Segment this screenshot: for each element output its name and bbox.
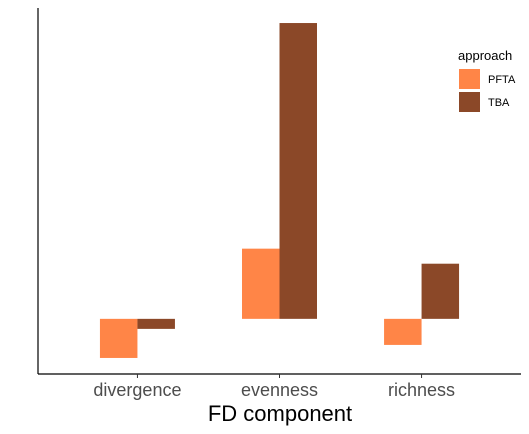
bar-tba-divergence [137, 318, 175, 329]
legend-swatch-pfta [459, 69, 480, 89]
legend-swatch-tba [459, 92, 480, 112]
legend-label-pfta: PFTA [488, 74, 516, 86]
legend-title: approach [458, 48, 512, 63]
bars-group [99, 23, 460, 358]
legend: approach PFTA TBA [458, 48, 516, 112]
x-ticks-group: divergence evenness richness [93, 374, 455, 400]
x-tick-label: evenness [241, 380, 318, 400]
x-axis-title: FD component [208, 401, 352, 426]
bar-pfta-richness [384, 318, 422, 345]
bar-tba-evenness [279, 23, 317, 319]
legend-label-tba: TBA [488, 97, 510, 109]
bar-pfta-evenness [242, 248, 280, 319]
bar-pfta-divergence [99, 318, 138, 358]
bar-tba-richness [421, 263, 460, 319]
x-tick-label: divergence [93, 380, 181, 400]
x-tick-label: richness [388, 380, 455, 400]
